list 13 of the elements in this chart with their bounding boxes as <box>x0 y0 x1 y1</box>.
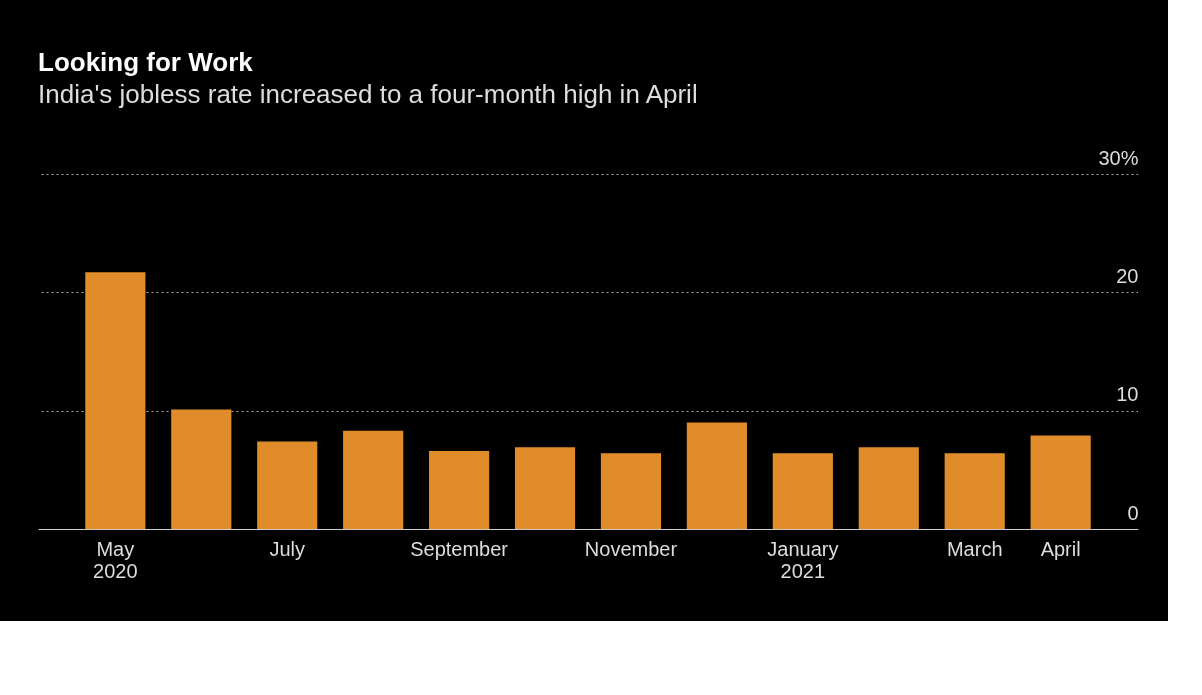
chart-subtitle: India's jobless rate increased to a four-month high in April <box>38 79 698 109</box>
x-tick-label: November <box>584 537 678 560</box>
x-tick-label: April <box>1040 537 1081 560</box>
y-tick-label: 0 <box>1127 501 1139 524</box>
y-tick-label: 10 <box>1116 383 1139 406</box>
y-tick-label: 30% <box>1098 146 1139 169</box>
x-tick-label: May 2020 <box>93 537 138 582</box>
x-tick-label: September <box>410 537 509 560</box>
x-tick-label: January 2021 <box>767 537 839 582</box>
x-tick-label: July <box>269 537 306 560</box>
chart-title: Looking for Work <box>38 47 254 77</box>
y-tick-label: 20 <box>1116 264 1139 287</box>
x-tick-label: March <box>946 537 1003 560</box>
